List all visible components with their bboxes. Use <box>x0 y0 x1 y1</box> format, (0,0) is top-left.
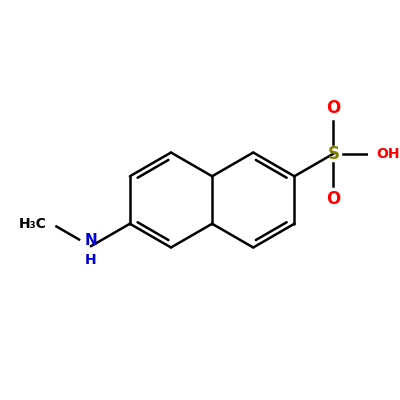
Text: H₃C: H₃C <box>18 217 46 231</box>
Text: O: O <box>326 99 340 117</box>
Text: O: O <box>326 190 340 208</box>
Text: S: S <box>328 145 340 163</box>
Text: H: H <box>85 253 97 267</box>
Text: OH: OH <box>376 147 400 161</box>
Text: N: N <box>84 233 97 248</box>
